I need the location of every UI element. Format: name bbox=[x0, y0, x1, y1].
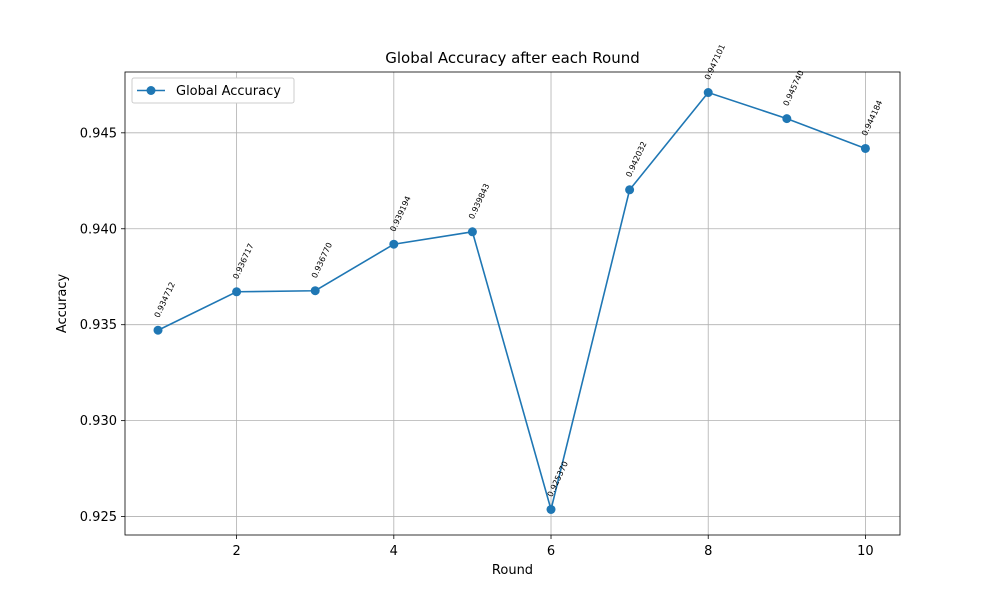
x-tick-label: 2 bbox=[232, 544, 240, 559]
x-tick-label: 10 bbox=[857, 544, 874, 559]
data-point bbox=[625, 185, 635, 195]
data-point bbox=[310, 286, 320, 296]
x-tick-label: 8 bbox=[704, 544, 712, 559]
y-tick-label: 0.930 bbox=[80, 414, 117, 429]
y-tick-label: 0.935 bbox=[80, 318, 117, 333]
legend-marker bbox=[146, 86, 156, 95]
legend-label: Global Accuracy bbox=[176, 84, 281, 99]
data-point bbox=[467, 227, 477, 237]
data-point bbox=[782, 114, 792, 124]
grid bbox=[125, 72, 900, 535]
data-point bbox=[153, 325, 163, 335]
y-tick-label: 0.925 bbox=[80, 510, 117, 525]
x-tick-label: 4 bbox=[390, 544, 398, 559]
data-point bbox=[389, 239, 399, 249]
data-point bbox=[860, 143, 870, 153]
legend-frame bbox=[131, 77, 295, 104]
y-tick-label: 0.945 bbox=[80, 126, 117, 141]
axis-ticks: 2 4 6 8 10 0.925 0.930 0.935 0.940 0.945 bbox=[80, 126, 874, 559]
data-point bbox=[703, 88, 713, 98]
y-axis-title: Accuracy bbox=[55, 274, 70, 334]
y-tick-label: 0.940 bbox=[80, 222, 117, 237]
x-tick-label: 6 bbox=[547, 544, 555, 559]
series-line bbox=[157, 91, 866, 513]
data-point bbox=[232, 287, 242, 297]
data-point bbox=[546, 504, 556, 514]
plot-area-frame bbox=[124, 71, 901, 536]
chart-title: Global Accuracy after each Round bbox=[385, 49, 640, 67]
x-axis-title: Round bbox=[492, 563, 533, 578]
legend: Global Accuracy bbox=[131, 77, 295, 104]
